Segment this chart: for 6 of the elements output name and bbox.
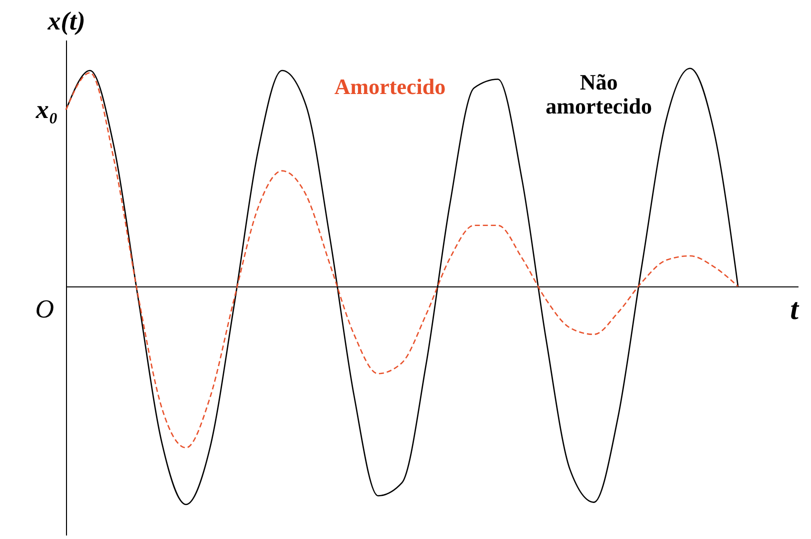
annotation: x₀	[34, 94, 58, 124]
text: Amortecido	[334, 74, 446, 99]
x-axis-title: t	[790, 292, 800, 326]
series-label: Não amortecido	[546, 70, 652, 119]
y-axis-title: x(t)	[46, 6, 86, 36]
annotation: O	[35, 294, 54, 324]
